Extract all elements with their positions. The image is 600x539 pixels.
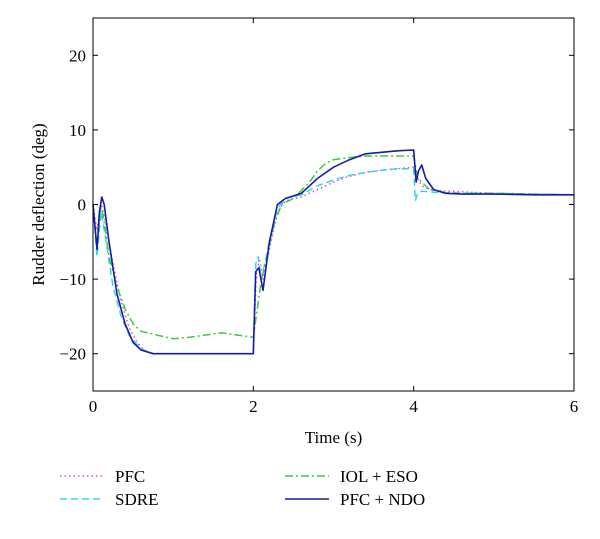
- y-axis-label: Rudder deflection (deg): [29, 123, 48, 285]
- y-tick-label: −10: [59, 270, 86, 289]
- legend: PFC SDRE IOL + ESO PFC + NDO: [60, 467, 425, 509]
- x-tick-label: 0: [89, 397, 98, 416]
- x-axis-ticks: 0 2 4 6: [89, 18, 579, 416]
- x-tick-label: 4: [409, 397, 418, 416]
- x-tick-label: 2: [249, 397, 258, 416]
- series-line-1: [92, 167, 575, 355]
- y-axis-ticks: −20 −10 0 10 20: [59, 46, 574, 364]
- legend-label-3: PFC + NDO: [340, 490, 425, 509]
- legend-label-1: SDRE: [115, 490, 158, 509]
- y-tick-label: 10: [69, 121, 86, 140]
- y-tick-label: −20: [59, 345, 86, 364]
- legend-label-0: PFC: [115, 467, 145, 486]
- x-tick-label: 6: [570, 397, 579, 416]
- plot-background: [93, 18, 574, 391]
- plot-area: [92, 17, 575, 392]
- legend-label-2: IOL + ESO: [340, 467, 418, 486]
- y-tick-label: 20: [69, 46, 86, 65]
- x-axis-label: Time (s): [305, 428, 362, 447]
- y-tick-label: 0: [78, 196, 87, 215]
- series-line-3: [92, 149, 574, 355]
- series-line-0: [92, 166, 575, 355]
